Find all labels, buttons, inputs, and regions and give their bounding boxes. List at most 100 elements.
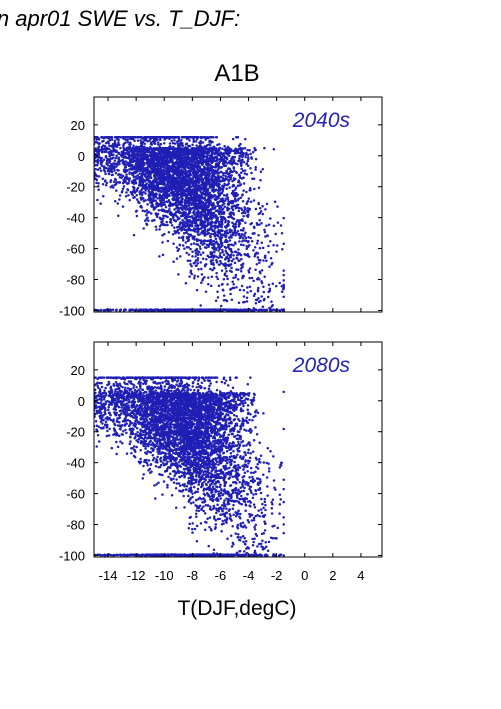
scatter-point	[167, 149, 170, 153]
scatter-point	[211, 246, 214, 249]
scatter-point	[216, 143, 219, 147]
scatter-point	[209, 135, 213, 139]
scatter-point	[122, 160, 125, 163]
scatter-point	[267, 250, 270, 254]
scatter-point	[198, 170, 202, 173]
scatter-point	[209, 234, 212, 238]
scatter-point	[228, 247, 231, 250]
scatter-point	[165, 189, 169, 193]
scatter-point	[136, 139, 140, 142]
scatter-point	[237, 197, 240, 200]
scatter-point	[138, 172, 142, 175]
scatter-point	[234, 242, 237, 245]
scatter-point	[161, 241, 164, 244]
scatter-point	[174, 198, 178, 202]
scatter-point	[226, 277, 229, 281]
scatter-point	[182, 228, 186, 231]
scatter-point	[188, 182, 191, 186]
scatter-point	[233, 198, 237, 201]
scatter-point	[168, 180, 171, 184]
scatter-point	[169, 159, 172, 162]
panel-title: A1B	[214, 60, 259, 87]
scatter-point	[194, 161, 198, 165]
scatter-point	[175, 257, 179, 260]
scatter-point	[261, 305, 265, 308]
scatter-point	[97, 175, 101, 178]
scatter-point	[128, 198, 131, 202]
scatter-point	[133, 191, 136, 194]
scatter-point	[176, 229, 180, 232]
scatter-point	[225, 169, 229, 173]
scatter-point	[195, 186, 199, 190]
scatter-point	[184, 222, 188, 225]
scatter-point	[160, 220, 163, 224]
scatter-point	[141, 174, 144, 177]
scatter-point	[149, 212, 153, 215]
scatter-point	[282, 285, 285, 288]
scatter-point	[222, 194, 226, 197]
scatter-point	[127, 179, 131, 183]
scatter-point	[150, 152, 154, 156]
scatter-point	[134, 210, 138, 213]
scatter-point	[242, 243, 245, 247]
scatter-point	[172, 242, 175, 246]
scatter-point	[195, 205, 198, 208]
scatter-point	[130, 155, 134, 158]
scatter-point	[214, 188, 218, 191]
scatter-point	[186, 147, 190, 151]
scatter-point	[117, 156, 120, 159]
scatter-point	[165, 220, 168, 224]
scatter-point	[117, 135, 121, 139]
scatter-point	[227, 207, 231, 211]
scatter-point	[151, 203, 154, 206]
scatter-point	[158, 171, 162, 174]
scatter-point	[168, 145, 171, 149]
scatter-point	[113, 139, 117, 142]
scatter-point	[225, 274, 229, 278]
scatter-point	[195, 152, 198, 156]
scatter-point	[192, 242, 196, 245]
scatter-point	[245, 300, 249, 303]
scatter-point	[188, 206, 191, 209]
scatter-point	[229, 174, 232, 177]
scatter-point	[182, 225, 185, 228]
scatter-point	[118, 176, 122, 179]
scatter-point	[198, 174, 201, 177]
scatter-point	[228, 230, 232, 234]
scatter-point	[173, 308, 177, 312]
scatter-point	[104, 155, 108, 159]
scatter-point	[226, 283, 229, 286]
scatter-point	[191, 165, 194, 169]
scatter-point	[199, 247, 202, 250]
scatter-point	[103, 147, 107, 150]
scatter-point	[142, 184, 145, 188]
scatter-point	[234, 233, 237, 237]
scatter-point	[179, 168, 183, 172]
scatter-point	[258, 270, 262, 274]
scatter-point	[198, 188, 202, 192]
scatter-point	[118, 198, 121, 201]
scatter-point	[250, 239, 254, 243]
scatter-point	[198, 207, 201, 210]
scatter-point	[240, 284, 244, 288]
scatter-point	[112, 147, 116, 151]
scatter-point	[186, 207, 189, 211]
scatter-point	[158, 255, 161, 258]
scatter-point	[278, 281, 281, 285]
scatter-point	[258, 246, 262, 250]
scatter-point	[222, 234, 226, 237]
scatter-point	[179, 177, 182, 181]
scatter-point	[215, 247, 218, 250]
scatter-point	[113, 165, 116, 168]
scatter-point	[141, 209, 145, 212]
scatter-point	[149, 201, 152, 204]
scatter-point	[109, 180, 112, 184]
scatter-point	[138, 163, 142, 167]
scatter-point	[217, 171, 221, 175]
scatter-point	[253, 255, 256, 258]
scatter-point	[192, 211, 195, 215]
scatter-point	[225, 178, 229, 181]
scatter-point	[209, 226, 212, 229]
scatter-point	[240, 163, 243, 166]
scatter-point	[168, 220, 172, 224]
